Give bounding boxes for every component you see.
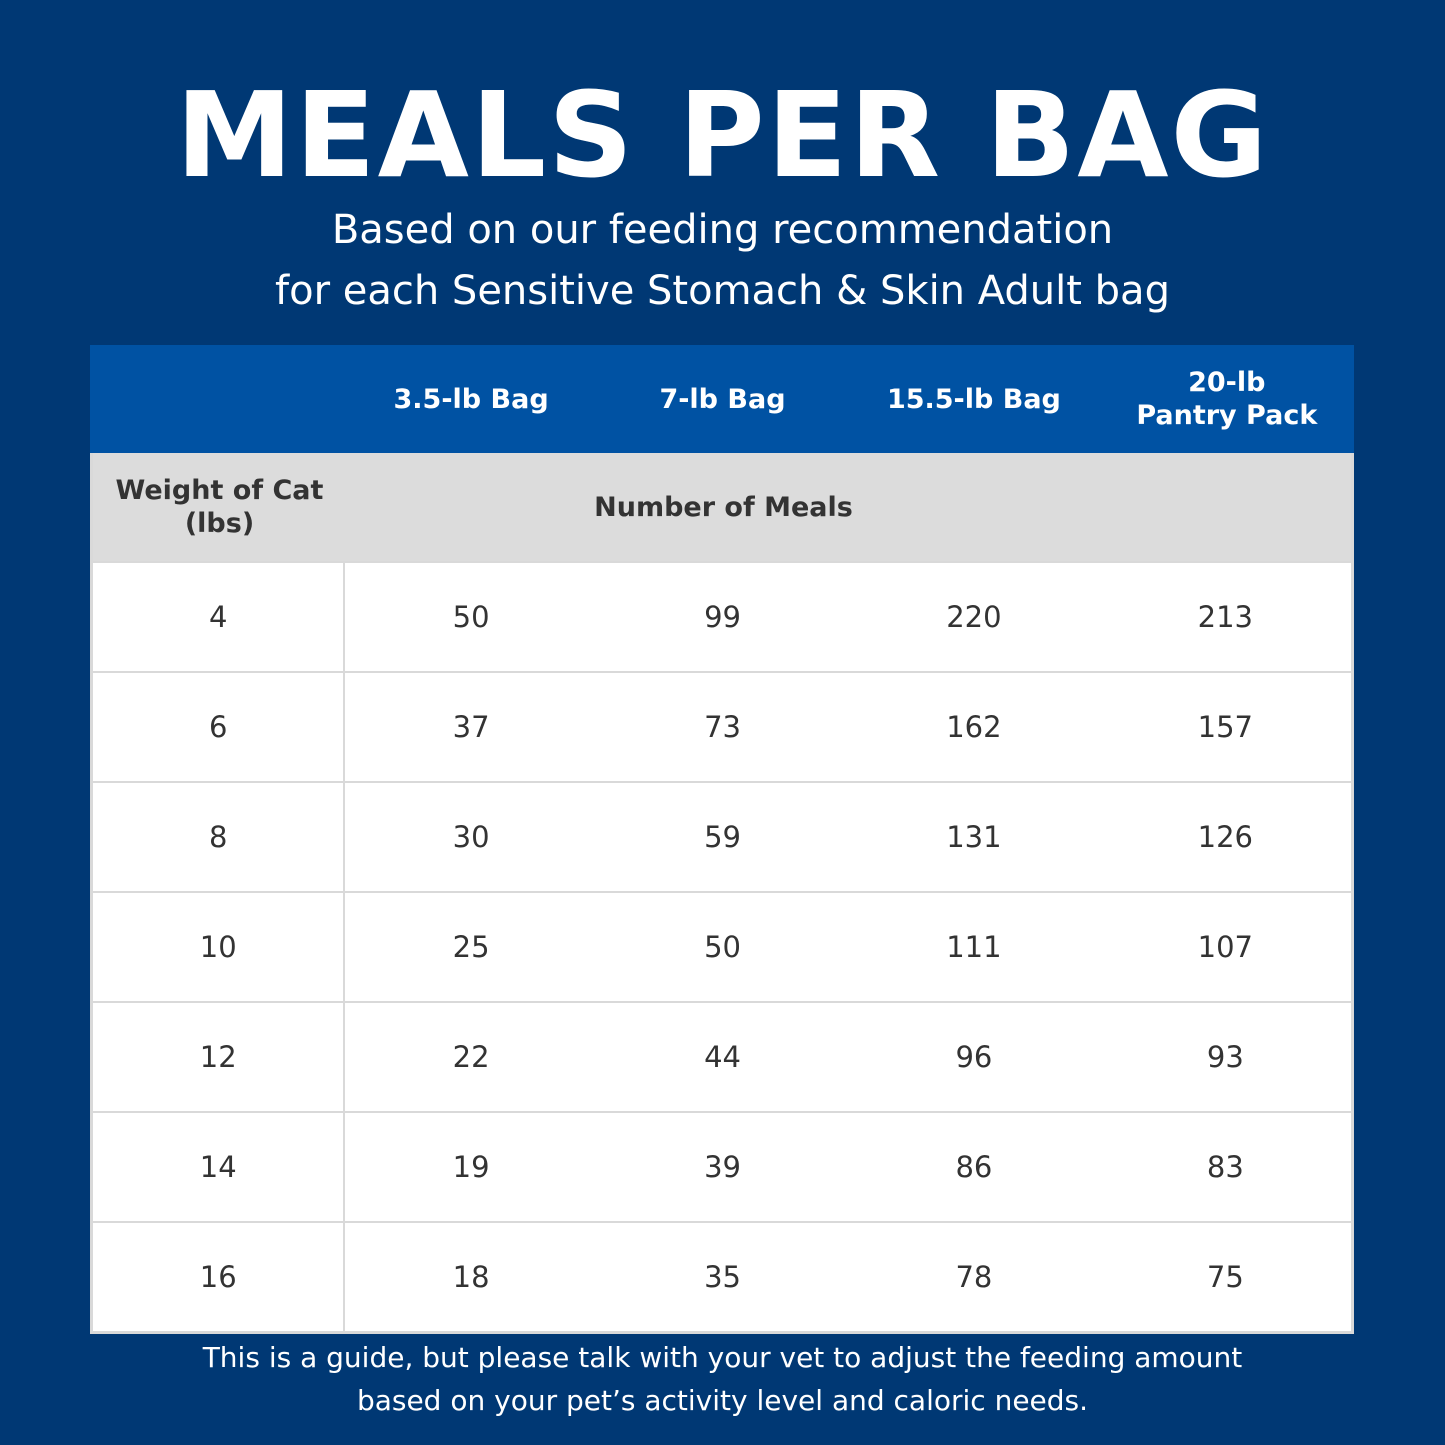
row-header-label: Weight of Cat (lbs) [93, 453, 346, 561]
cat-weight-cell: 16 [93, 1223, 346, 1331]
table-row: 6 37 73 162 157 [93, 671, 1351, 781]
cat-weight-cell: 6 [93, 673, 346, 781]
meals-cell: 162 [946, 710, 1002, 744]
table-row: 12 22 44 96 93 [93, 1001, 1351, 1111]
meals-cell: 131 [946, 820, 1002, 854]
meals-cell: 37 [452, 710, 490, 744]
table-row: 4 50 99 220 213 [93, 561, 1351, 671]
table-row: 10 25 50 111 107 [93, 891, 1351, 1001]
subtitle: Based on our feeding recommendation for … [0, 200, 1445, 322]
header-cell: 20-lb Pantry Pack [1100, 345, 1354, 453]
header-cell: 3.5-lb Bag [393, 383, 549, 415]
meals-cell: 73 [704, 710, 741, 744]
meals-cell: 93 [1206, 1040, 1244, 1074]
group-label: Number of Meals [594, 491, 853, 523]
cat-weight-cell: 14 [93, 1113, 346, 1221]
table-row: 14 19 39 86 83 [93, 1111, 1351, 1221]
meals-cell: 83 [1206, 1150, 1244, 1184]
cat-weight-cell: 8 [93, 783, 346, 891]
header-cell-empty [90, 345, 345, 453]
footer-note: This is a guide, but please talk with yo… [0, 1336, 1445, 1422]
meals-cell: 39 [704, 1150, 741, 1184]
footer-line: This is a guide, but please talk with yo… [202, 1341, 1243, 1374]
cat-weight-cell: 12 [93, 1003, 346, 1111]
meals-cell: 111 [946, 930, 1002, 964]
cat-weight-cell: 4 [93, 563, 346, 671]
table-header-row: 3.5-lb Bag 7-lb Bag 15.5-lb Bag 20-lb Pa… [90, 345, 1354, 453]
meals-cell: 25 [452, 930, 490, 964]
table-row: 8 30 59 131 126 [93, 781, 1351, 891]
meals-table: 3.5-lb Bag 7-lb Bag 15.5-lb Bag 20-lb Pa… [90, 345, 1354, 1334]
meals-cell: 30 [452, 820, 490, 854]
meals-cell: 59 [704, 820, 741, 854]
footer-line: based on your pet’s activity level and c… [356, 1384, 1089, 1417]
meals-cell: 50 [704, 930, 741, 964]
table-row: 16 18 35 78 75 [93, 1221, 1351, 1331]
meals-cell: 99 [704, 600, 741, 634]
meals-cell: 18 [452, 1260, 490, 1294]
table-subheader-row: Weight of Cat (lbs) Number of Meals [93, 453, 1351, 561]
meals-cell: 78 [955, 1260, 993, 1294]
meals-cell: 22 [452, 1040, 490, 1074]
meals-cell: 126 [1197, 820, 1253, 854]
meals-cell: 75 [1206, 1260, 1244, 1294]
row-header-line: Weight of Cat [115, 475, 324, 506]
subtitle-line: Based on our feeding recommendation [331, 207, 1114, 253]
header-line: 20-lb [1188, 367, 1266, 398]
meals-cell: 157 [1197, 710, 1253, 744]
subtitle-line: for each Sensitive Stomach & Skin Adult … [275, 268, 1170, 314]
page-title: MEALS PER BAG [175, 66, 1270, 204]
meals-cell: 44 [704, 1040, 741, 1074]
header-line: Pantry Pack [1136, 400, 1318, 431]
header-cell: 7-lb Bag [659, 383, 786, 415]
meals-cell: 96 [955, 1040, 993, 1074]
meals-cell: 220 [946, 600, 1002, 634]
meals-cell: 50 [452, 600, 490, 634]
meals-cell: 19 [452, 1150, 490, 1184]
meals-cell: 213 [1197, 600, 1253, 634]
meals-cell: 107 [1197, 930, 1253, 964]
header-cell: 15.5-lb Bag [886, 383, 1061, 415]
meals-cell: 86 [955, 1150, 993, 1184]
meals-cell: 35 [704, 1260, 741, 1294]
cat-weight-cell: 10 [93, 893, 346, 1001]
row-header-line: (lbs) [184, 508, 255, 539]
